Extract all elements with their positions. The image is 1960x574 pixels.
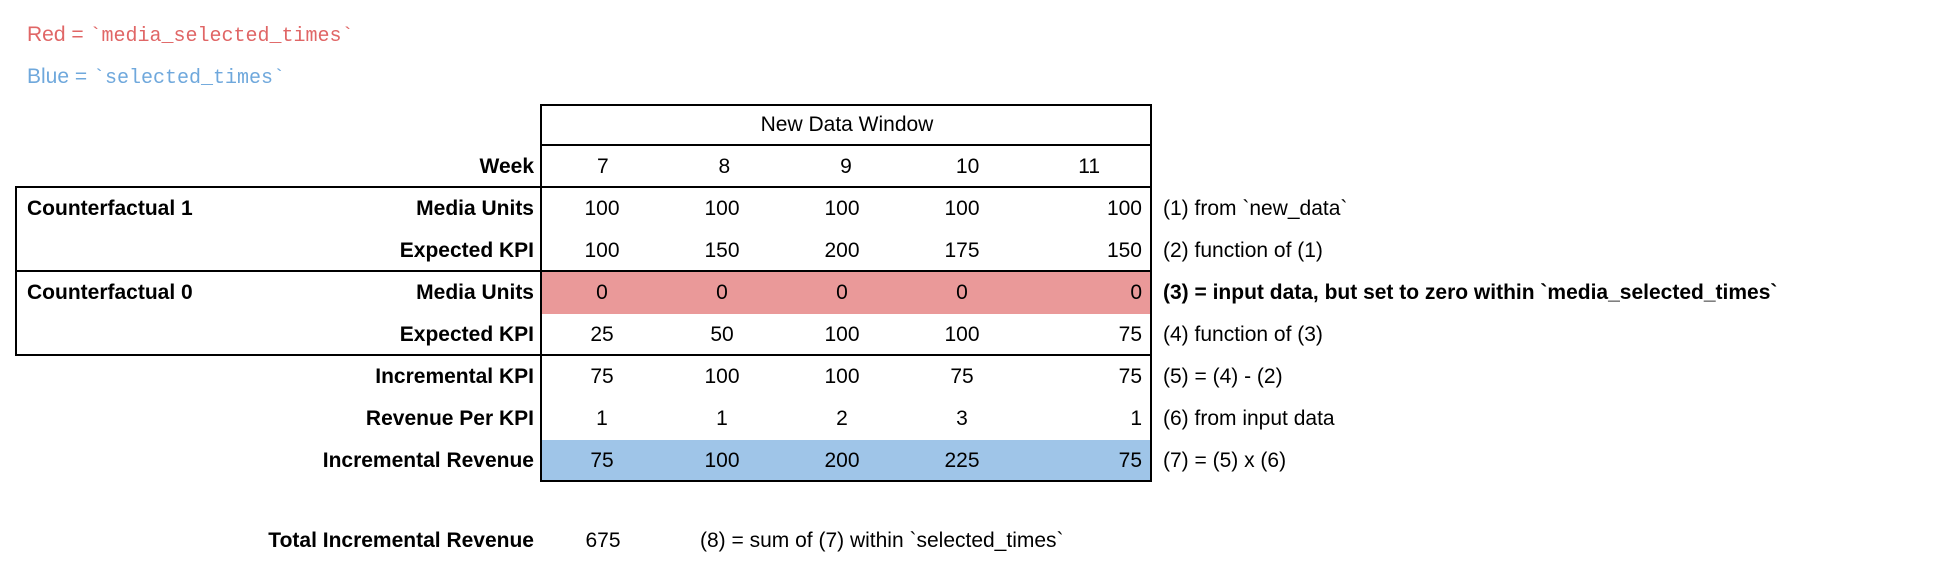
group-label-counterfactual-1: Counterfactual 1 — [27, 197, 193, 220]
row-values: 1 1 2 3 1 — [542, 398, 1150, 440]
group-label-counterfactual-0: Counterfactual 0 — [27, 281, 193, 304]
value-cell: 225 — [944, 449, 980, 472]
legend-blue-code: `selected_times` — [92, 67, 285, 90]
value-cell: 50 — [710, 323, 734, 346]
value-cell: 200 — [824, 239, 860, 262]
row-values: 100 100 100 100 100 — [542, 188, 1150, 230]
value-cell: 1 — [1130, 407, 1142, 430]
value-cell: 1 — [596, 407, 608, 430]
row-annotation: (5) = (4) - (2) — [1163, 365, 1283, 388]
border-separator-1 — [15, 186, 1152, 188]
row-label: Expected KPI — [399, 239, 534, 262]
row-annotation: (3) = input data, but set to zero within… — [1163, 281, 1778, 304]
value-cell: 75 — [1118, 365, 1142, 388]
value-cell: 75 — [1118, 323, 1142, 346]
value-cell: 100 — [824, 323, 860, 346]
value-cell: 25 — [590, 323, 614, 346]
total-annotation: (8) = sum of (7) within `selected_times` — [700, 529, 1064, 552]
total-row: Total Incremental Revenue 675 (8) = sum … — [0, 520, 1960, 562]
value-cell: 0 — [596, 281, 608, 304]
row-annotation: (7) = (5) x (6) — [1163, 449, 1287, 472]
value-cell: 0 — [1130, 281, 1142, 304]
legend-red-word: Red — [27, 23, 66, 46]
row-label: Media Units — [416, 197, 534, 220]
total-label: Total Incremental Revenue — [268, 529, 534, 552]
table-row-expected-kpi-cf1: Expected KPI 100 150 200 175 150 (2) fun… — [0, 230, 1960, 272]
value-cell: 100 — [944, 197, 980, 220]
legend-blue-line: Blue = `selected_times` — [27, 56, 354, 98]
border-header-bottom — [542, 144, 1152, 146]
row-label: Incremental Revenue — [322, 449, 534, 472]
value-cell: 100 — [824, 197, 860, 220]
value-cell: 2 — [836, 407, 848, 430]
row-label: Expected KPI — [399, 323, 534, 346]
table-row-incremental-revenue: Incremental Revenue 75 100 200 225 75 (7… — [0, 440, 1960, 482]
row-annotation: (6) from input data — [1163, 407, 1335, 430]
row-annotation: (2) function of (1) — [1163, 239, 1323, 262]
value-cell: 100 — [944, 323, 980, 346]
legend: Red = `media_selected_times` Blue = `sel… — [27, 14, 354, 98]
value-cell: 200 — [824, 449, 860, 472]
value-cell: 175 — [944, 239, 980, 262]
legend-blue-equals: = — [69, 65, 93, 88]
value-cell: 100 — [704, 197, 740, 220]
border-separator-2 — [15, 270, 1152, 272]
value-cell: 1 — [716, 407, 728, 430]
value-cell: 100 — [584, 197, 620, 220]
value-cell: 100 — [824, 365, 860, 388]
row-label: Media Units — [416, 281, 534, 304]
legend-red-code: `media_selected_times` — [89, 25, 354, 48]
week-row: Week 7 8 9 10 11 — [0, 146, 1960, 188]
week-number: 11 — [1078, 155, 1101, 178]
value-cell: 150 — [704, 239, 740, 262]
row-annotation: (1) from `new_data` — [1163, 197, 1348, 220]
value-cell: 75 — [590, 365, 614, 388]
value-cell: 100 — [704, 449, 740, 472]
border-grid-bottom — [542, 480, 1152, 482]
table-row-revenue-per-kpi: Revenue Per KPI 1 1 2 3 1 (6) from input… — [0, 398, 1960, 440]
value-cell: 75 — [590, 449, 614, 472]
table-row-media-units-cf1: Counterfactual 1 Media Units 100 100 100… — [0, 188, 1960, 230]
border-grid-right — [1150, 104, 1152, 482]
border-separator-3 — [15, 354, 1152, 356]
week-number: 9 — [840, 155, 852, 178]
week-label: Week — [479, 155, 534, 178]
row-values: 25 50 100 100 75 — [542, 314, 1150, 356]
table-row-incremental-kpi: Incremental KPI 75 100 100 75 75 (5) = (… — [0, 356, 1960, 398]
value-cell: 3 — [956, 407, 968, 430]
border-labels-left — [15, 186, 17, 356]
new-data-window-header: New Data Window — [760, 113, 934, 136]
legend-red-line: Red = `media_selected_times` — [27, 14, 354, 56]
value-cell: 0 — [836, 281, 848, 304]
legend-red-equals: = — [65, 23, 90, 46]
week-number: 8 — [718, 155, 731, 178]
value-cell: 0 — [956, 281, 968, 304]
value-cell: 150 — [1106, 239, 1142, 262]
row-annotation: (4) function of (3) — [1163, 323, 1323, 346]
value-cell: 100 — [1106, 197, 1142, 220]
blue-highlight-row — [542, 440, 1150, 480]
row-values: 75 100 100 75 75 — [542, 356, 1150, 398]
row-values: 0 0 0 0 0 — [542, 272, 1150, 314]
value-cell: 100 — [704, 365, 740, 388]
red-highlight-row — [542, 272, 1150, 314]
row-label: Incremental KPI — [375, 365, 534, 388]
week-number: 10 — [955, 155, 980, 178]
table-row-expected-kpi-cf0: Expected KPI 25 50 100 100 75 (4) functi… — [0, 314, 1960, 356]
value-cell: 75 — [1118, 449, 1142, 472]
week-numbers: 7 8 9 10 11 — [542, 146, 1150, 188]
value-cell: 0 — [716, 281, 728, 304]
border-header-top — [542, 104, 1152, 106]
border-divider — [540, 104, 542, 482]
row-values: 100 150 200 175 150 — [542, 230, 1150, 272]
value-cell: 75 — [950, 365, 974, 388]
week-number: 7 — [596, 155, 609, 178]
row-values: 75 100 200 225 75 — [542, 440, 1150, 482]
value-cell: 100 — [584, 239, 620, 262]
legend-blue-word: Blue — [27, 65, 70, 88]
row-label: Revenue Per KPI — [365, 407, 534, 430]
total-value: 675 — [585, 529, 621, 552]
table-row-media-units-cf0: Counterfactual 0 Media Units 0 0 0 0 0 (… — [0, 272, 1960, 314]
